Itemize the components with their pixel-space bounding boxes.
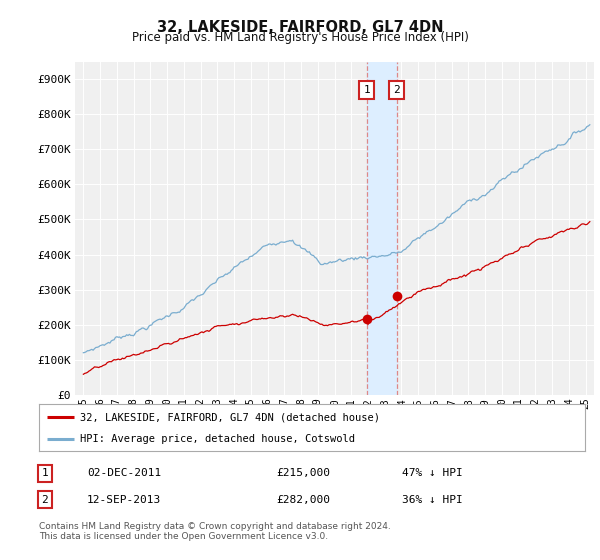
- Text: 32, LAKESIDE, FAIRFORD, GL7 4DN: 32, LAKESIDE, FAIRFORD, GL7 4DN: [157, 20, 443, 35]
- Text: 32, LAKESIDE, FAIRFORD, GL7 4DN (detached house): 32, LAKESIDE, FAIRFORD, GL7 4DN (detache…: [80, 412, 380, 422]
- Text: 02-DEC-2011: 02-DEC-2011: [87, 468, 161, 478]
- Text: £215,000: £215,000: [276, 468, 330, 478]
- Text: 2: 2: [393, 85, 400, 95]
- Text: 36% ↓ HPI: 36% ↓ HPI: [402, 494, 463, 505]
- Text: 12-SEP-2013: 12-SEP-2013: [87, 494, 161, 505]
- Text: Price paid vs. HM Land Registry's House Price Index (HPI): Price paid vs. HM Land Registry's House …: [131, 31, 469, 44]
- Text: 1: 1: [41, 468, 49, 478]
- Text: Contains HM Land Registry data © Crown copyright and database right 2024.
This d: Contains HM Land Registry data © Crown c…: [39, 522, 391, 542]
- Text: HPI: Average price, detached house, Cotswold: HPI: Average price, detached house, Cots…: [80, 434, 355, 444]
- Bar: [367, 62, 397, 395]
- Text: 2: 2: [41, 494, 49, 505]
- Text: 1: 1: [363, 85, 370, 95]
- Text: 47% ↓ HPI: 47% ↓ HPI: [402, 468, 463, 478]
- Text: £282,000: £282,000: [276, 494, 330, 505]
